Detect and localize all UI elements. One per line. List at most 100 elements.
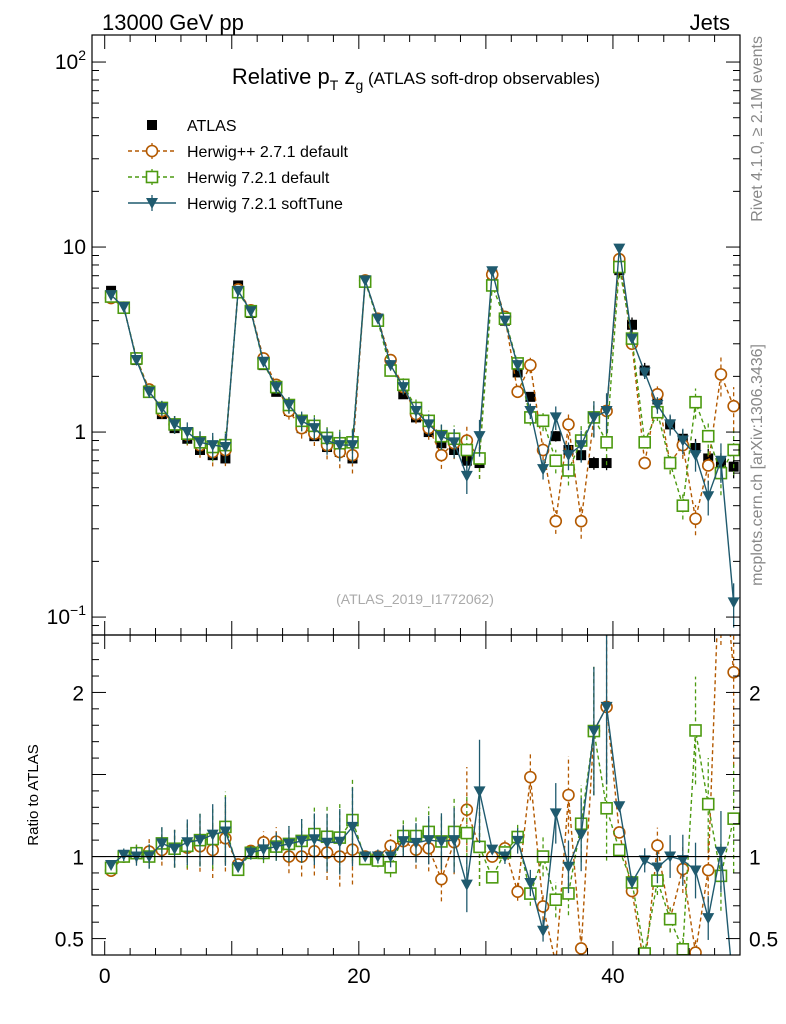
ratio-point-square — [689, 724, 702, 737]
series-triangle — [105, 243, 740, 628]
ratio-point-triangle — [549, 808, 562, 820]
point-triangle — [257, 356, 270, 368]
ratio-point-square — [676, 942, 690, 955]
point-square — [663, 456, 677, 470]
legend-label: Herwig 7.2.1 softTune — [187, 196, 343, 213]
point-triangle — [498, 315, 511, 327]
point-circle — [549, 514, 563, 528]
ratio-point-triangle — [575, 829, 588, 841]
ratio-point-triangle — [676, 855, 689, 867]
ratio-point-triangle — [117, 849, 130, 861]
ratio-point-triangle — [168, 843, 181, 855]
point-triangle — [244, 306, 257, 318]
ratio-point-triangle — [714, 846, 727, 858]
title-rest: (ATLAS soft-drop observables) — [363, 69, 600, 88]
ratio-point-triangle — [105, 860, 118, 872]
point-circle — [701, 459, 715, 472]
ratio-point-circle — [701, 863, 715, 877]
point-triangle — [194, 437, 206, 449]
ratio-point-triangle — [486, 844, 499, 856]
ratio-point-square — [612, 843, 626, 857]
legend-marker-square — [145, 170, 159, 184]
point-triangle — [333, 440, 346, 452]
point-triangle — [105, 290, 118, 302]
ratio-point-circle — [715, 520, 726, 531]
legend-item: Herwig 7.2.1 default — [128, 169, 330, 187]
ratio-point-square — [473, 840, 486, 854]
ratio-point-circle — [511, 885, 524, 899]
tick-base: 1 — [74, 421, 86, 444]
point-triangle — [155, 402, 168, 414]
point-triangle — [638, 367, 651, 379]
ratio-point-triangle — [460, 879, 473, 891]
point-triangle — [486, 266, 499, 278]
ratio-point-triangle — [728, 985, 740, 996]
point-triangle — [460, 470, 473, 482]
legend-item: Herwig++ 2.7.1 default — [128, 143, 349, 161]
point-triangle — [282, 400, 295, 412]
ratio-point-square — [549, 893, 563, 907]
title-z: z — [338, 64, 355, 89]
series-square — [104, 260, 740, 520]
ratio-point-triangle — [448, 835, 461, 847]
ratio-point-triangle — [155, 838, 168, 850]
point-triangle — [714, 455, 727, 467]
point-triangle — [613, 243, 626, 255]
point-square — [460, 443, 474, 457]
series-circle — [104, 252, 740, 539]
ratio-point-square — [663, 912, 677, 926]
ratio-point-square — [727, 812, 740, 825]
point-triangle — [422, 419, 435, 431]
ratio-point-square — [638, 947, 652, 955]
ratio-point-triangle — [562, 861, 575, 873]
point-square — [701, 429, 715, 443]
point-triangle — [219, 442, 232, 454]
ratio-point-circle — [524, 770, 537, 784]
ratio-point-triangle — [232, 862, 245, 874]
ratio-point-triangle — [651, 862, 664, 874]
ratio-point-circle — [651, 839, 664, 852]
main-ytick-label: 102 — [55, 47, 86, 74]
point-triangle — [359, 275, 372, 287]
ratio-ytick-label: 2 — [72, 682, 84, 705]
ratio-point-circle — [727, 665, 740, 679]
point-triangle — [181, 427, 194, 439]
xtick-label: 0 — [99, 965, 111, 988]
ratio-point-triangle — [638, 855, 651, 867]
ratio-series-square — [104, 666, 740, 955]
xtick-label: 40 — [601, 965, 624, 988]
legend-marker-data — [147, 120, 157, 130]
ratio-point-circle — [574, 942, 588, 955]
ratio-point-triangle — [194, 835, 206, 847]
ratio-point-triangle — [282, 838, 295, 850]
point-triangle — [384, 360, 397, 372]
title-sub-g: g — [355, 77, 363, 93]
point-triangle — [651, 400, 664, 412]
point-triangle — [321, 435, 334, 447]
main-panel-series — [104, 243, 740, 628]
ratio-point-triangle — [600, 701, 613, 713]
point-triangle — [410, 405, 422, 417]
header-left: 13000 GeV pp — [102, 10, 244, 35]
ratio-frame — [91, 634, 741, 956]
point-circle — [689, 512, 702, 526]
header-right: Jets — [690, 10, 730, 35]
title-main: Relative p — [232, 64, 330, 89]
reference-label: (ATLAS_2019_I1772062) — [336, 591, 494, 607]
side-label-bottom: mcplots.cern.ch [arXiv:1306.3436] — [749, 344, 766, 586]
point-triangle — [206, 440, 219, 452]
ratio-panel-series — [104, 520, 740, 996]
point-triangle — [537, 464, 550, 476]
ratio-point-triangle — [333, 836, 346, 848]
ratio-point-triangle — [308, 834, 321, 846]
point-triangle — [575, 440, 588, 452]
side-label-top: Rivet 4.1.0, ≥ 2.1M events — [749, 36, 766, 222]
tick-base: 10 — [55, 51, 78, 74]
point-data — [703, 453, 714, 464]
ratio-point-triangle — [613, 801, 626, 813]
point-data — [627, 319, 637, 330]
ratio-point-triangle — [295, 835, 308, 847]
point-triangle — [270, 382, 283, 394]
point-triangle — [600, 405, 613, 417]
